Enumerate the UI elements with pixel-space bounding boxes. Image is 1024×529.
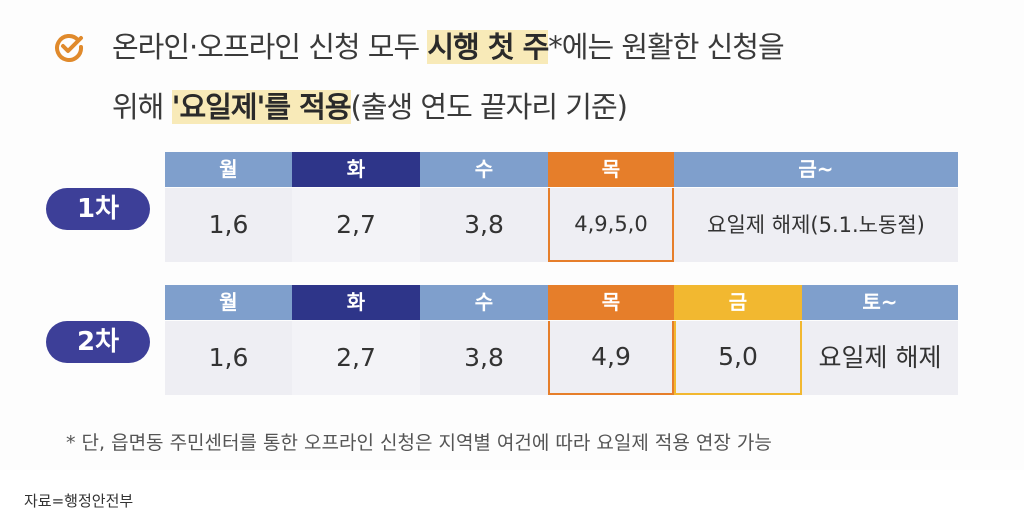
- day-header: 월: [165, 285, 292, 320]
- footnote: * 단, 읍면동 주민센터를 통한 오프라인 신청은 지역별 여건에 따라 요일…: [66, 432, 772, 454]
- phase-1-badge: 1차: [46, 188, 150, 230]
- birth-year-digits-cell: 1,6: [165, 321, 292, 395]
- birth-year-digits-cell: 2,7: [292, 321, 420, 395]
- birth-year-digits-cell: 요일제 해제(5.1.노동절): [674, 188, 958, 262]
- day-header: 토~: [802, 285, 958, 320]
- headline-text: (출생 연도 끝자리 기준): [350, 90, 628, 124]
- headline-line-2: 위해 '요일제'를 적용(출생 연도 끝자리 기준): [112, 84, 628, 126]
- birth-year-digits-cell: 2,7: [292, 188, 420, 262]
- headline-text: *에는 원활한 신청을: [548, 30, 784, 64]
- day-header: 화: [292, 285, 420, 320]
- source-credit: 자료=행정안전부: [24, 492, 134, 510]
- birth-year-digits-cell: 4,9: [548, 321, 674, 395]
- day-header: 월: [165, 152, 292, 187]
- day-header: 목: [548, 152, 674, 187]
- headline-text: 위해: [112, 90, 172, 124]
- birth-year-digits-cell: 5,0: [674, 321, 802, 395]
- day-header: 수: [420, 285, 548, 320]
- day-header: 금: [674, 285, 802, 320]
- birth-year-digits-cell: 1,6: [165, 188, 292, 262]
- day-header: 목: [548, 285, 674, 320]
- birth-year-digits-cell: 3,8: [420, 321, 548, 395]
- infographic-panel: 온라인·오프라인 신청 모두 시행 첫 주*에는 원활한 신청을 위해 '요일제…: [46, 24, 958, 454]
- day-header: 금~: [674, 152, 958, 187]
- check-circle-icon: [55, 34, 84, 62]
- birth-year-digits-cell: 3,8: [420, 188, 548, 262]
- headline-text: 온라인·오프라인 신청 모두: [112, 30, 428, 64]
- day-header: 수: [420, 152, 548, 187]
- phase-2-badge: 2차: [46, 321, 150, 363]
- birth-year-digits-cell: 요일제 해제: [802, 321, 958, 395]
- headline-highlight: 시행 첫 주: [427, 30, 549, 64]
- headline-highlight: '요일제'를 적용: [171, 90, 352, 124]
- headline-line-1: 온라인·오프라인 신청 모두 시행 첫 주*에는 원활한 신청을: [112, 24, 785, 66]
- day-header: 화: [292, 152, 420, 187]
- birth-year-digits-cell: 4,9,5,0: [548, 188, 674, 262]
